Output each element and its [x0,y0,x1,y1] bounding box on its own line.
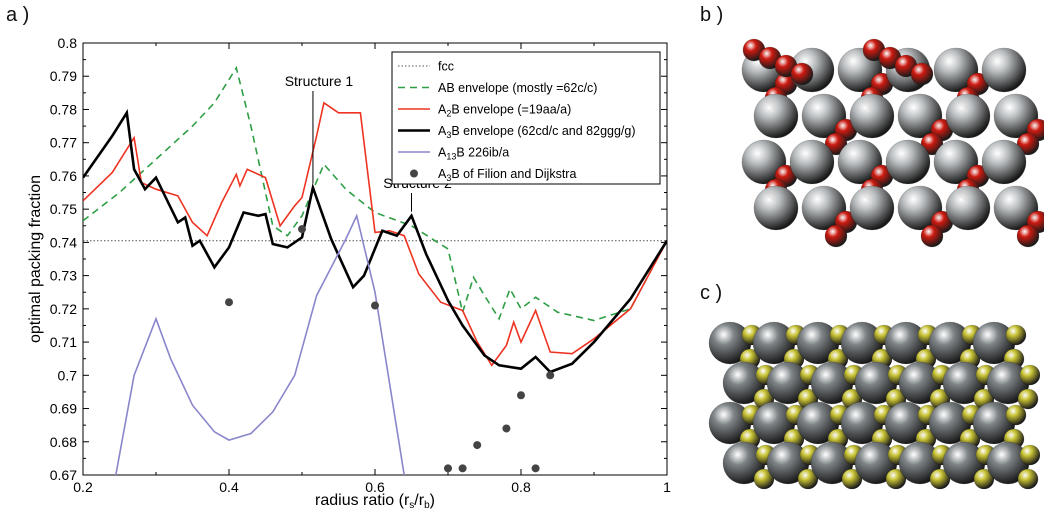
legend-entry-label: A2B envelope (=19aa/a) [438,103,571,119]
y-tick-label: 0.76 [50,168,77,184]
x-tick-label: 0.6 [365,479,385,495]
large-sphere [993,185,1039,231]
small-sphere [1005,404,1027,426]
large-sphere [753,93,799,139]
series-line-3 [83,109,667,374]
large-sphere [801,185,847,231]
legend-box [391,51,661,185]
x-tick-label: 0.2 [73,479,93,495]
large-sphere [741,139,787,185]
legend-entry-label: fcc [438,60,454,74]
small-sphere [1017,388,1039,410]
filion-dijkstra-marker [444,464,452,473]
y-tick-label: 0.7 [58,367,78,383]
x-tick-label: 1 [663,479,671,495]
crystal-structure-2-render [708,321,1040,490]
annotation-structure-1: Structure 1 [285,73,354,89]
large-sphere [897,93,943,139]
panel-label-b: b ) [700,4,724,26]
small-sphere [1017,468,1039,490]
large-sphere [933,139,979,185]
legend-entry-label: AB envelope (mostly =62c/c) [438,81,597,95]
filion-dijkstra-marker [531,464,540,473]
small-sphere [973,468,995,490]
filion-dijkstra-marker [298,225,306,234]
large-sphere [981,47,1027,93]
large-sphere [801,93,847,139]
small-sphere [910,62,934,86]
panel-label-c: c ) [700,282,723,304]
small-sphere [790,62,814,86]
small-sphere [753,468,775,490]
crystal-structure-1-render [741,38,1044,248]
x-axis-label: radius ratio (rs/rb) [315,492,435,511]
small-sphere [1019,444,1040,466]
small-sphere [929,468,951,490]
large-sphere [789,139,835,185]
filion-dijkstra-marker [225,298,233,307]
large-sphere [837,139,883,185]
y-tick-label: 0.73 [50,268,77,284]
large-sphere [753,185,799,231]
large-sphere [993,93,1039,139]
y-tick-label: 0.69 [50,401,77,417]
small-sphere [920,224,944,248]
filion-dijkstra-marker [517,391,525,400]
y-tick-label: 0.67 [50,467,77,483]
large-sphere [849,93,895,139]
large-sphere [885,139,931,185]
legend-entry-label: A3B of Filion and Dijkstra [438,167,576,183]
y-tick-label: 0.72 [50,301,77,317]
y-tick-label: 0.75 [50,201,77,217]
filion-dijkstra-marker [473,441,482,450]
x-tick-label: 0.4 [219,479,239,495]
large-sphere [981,139,1027,185]
small-sphere [1016,132,1040,156]
y-tick-label: 0.77 [50,135,77,151]
large-sphere [849,185,895,231]
large-sphere [945,185,991,231]
large-sphere [945,93,991,139]
filion-dijkstra-marker [458,464,467,473]
legend-marker [410,169,418,178]
legend-entry-label: A3B envelope (62cd/c and 82ggg/g) [438,124,636,140]
small-sphere [885,468,907,490]
y-tick-label: 0.79 [50,68,77,84]
y-tick-label: 0.74 [50,234,77,250]
x-tick-label: 0.8 [511,479,531,495]
panel-label-a: a ) [6,4,30,26]
small-sphere [797,468,819,490]
filion-dijkstra-marker [502,424,511,433]
filion-dijkstra-marker [371,301,379,310]
small-sphere [824,224,848,248]
small-sphere [824,132,848,156]
series-line-4 [115,213,405,475]
series-line-1 [83,65,667,322]
large-sphere [897,185,943,231]
large-sphere [933,47,979,93]
y-tick-label: 0.68 [50,434,77,450]
small-sphere [1019,364,1040,386]
y-tick-label: 0.8 [58,35,78,51]
legend-entry-label: A13B 226ib/a [438,146,509,162]
small-sphere [1016,224,1040,248]
y-tick-label: 0.71 [50,334,77,350]
small-sphere [1005,324,1027,346]
series-line-2 [83,101,667,367]
filion-dijkstra-marker [546,371,555,380]
small-sphere [841,468,863,490]
y-tick-label: 0.78 [50,101,77,117]
small-sphere [920,132,944,156]
y-axis-label: optimal packing fraction [27,175,44,343]
